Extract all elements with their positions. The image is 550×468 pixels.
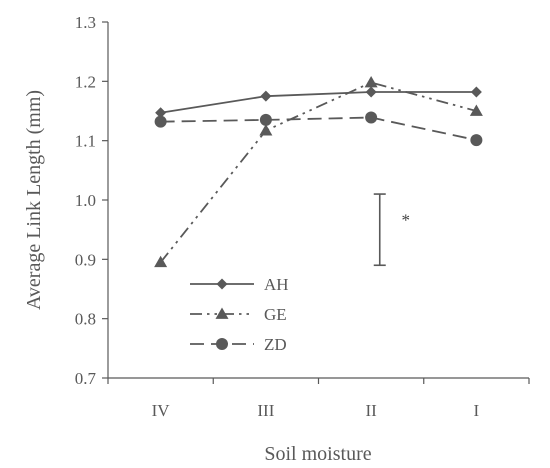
series-zd xyxy=(154,111,483,147)
legend-item-ah: AH xyxy=(190,275,289,294)
legend-marker xyxy=(215,307,229,319)
y-axis-title: Average Link Length (mm) xyxy=(23,90,45,310)
data-point xyxy=(259,124,273,136)
y-tick-label: 1.0 xyxy=(75,191,96,210)
significance-bar: * xyxy=(373,193,411,267)
x-axis-title: Soil moisture xyxy=(264,443,371,465)
series-line xyxy=(159,81,477,263)
series-ah xyxy=(155,86,482,119)
data-point xyxy=(364,76,378,88)
data-point xyxy=(155,107,167,119)
y-tick-label: 1.3 xyxy=(75,13,96,32)
x-tick-label: II xyxy=(365,401,377,420)
legend-label: AH xyxy=(264,275,289,294)
data-point xyxy=(154,255,168,268)
legend-item-ge: GE xyxy=(190,305,287,324)
data-point xyxy=(259,113,272,126)
y-tick-label: 0.8 xyxy=(75,310,96,329)
legend: AH GE ZD xyxy=(190,275,289,354)
series-layer xyxy=(154,76,483,268)
series-line xyxy=(160,91,477,114)
x-tick-label: IV xyxy=(152,401,171,420)
x-tick-label: I xyxy=(474,401,480,420)
data-point xyxy=(365,111,378,124)
legend-label: ZD xyxy=(264,335,287,354)
legend-label: GE xyxy=(264,305,287,324)
data-point xyxy=(470,86,482,98)
significance-label: * xyxy=(402,211,411,230)
y-tick-label: 1.2 xyxy=(75,72,96,91)
x-tick-label: III xyxy=(257,401,274,420)
data-point xyxy=(154,115,167,128)
y-tick-label: 0.9 xyxy=(75,250,96,269)
legend-item-zd: ZD xyxy=(190,335,287,354)
y-tick-label: 1.1 xyxy=(75,132,96,151)
data-point xyxy=(469,104,483,116)
data-point xyxy=(470,134,483,147)
data-point xyxy=(365,86,377,98)
series-line xyxy=(160,116,477,141)
series-ge xyxy=(154,76,483,268)
x-axis: IV III II I xyxy=(107,377,530,420)
legend-marker xyxy=(216,338,228,350)
data-point xyxy=(260,90,272,102)
y-axis: 0.7 0.8 0.9 1.0 1.1 1.2 1.3 xyxy=(75,13,109,388)
legend-marker xyxy=(216,278,228,290)
y-tick-label: 0.7 xyxy=(75,369,97,388)
